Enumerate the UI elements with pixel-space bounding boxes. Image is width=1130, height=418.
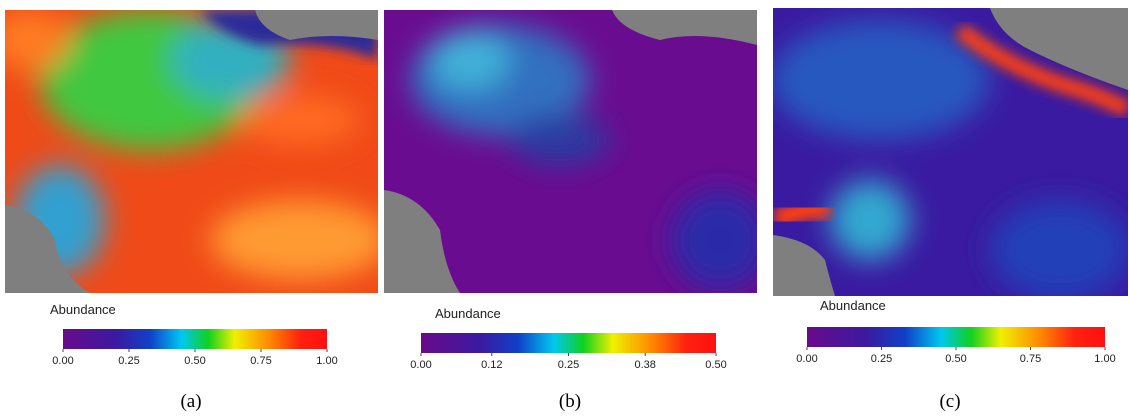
map-a bbox=[5, 10, 378, 293]
tick-label: 0.38 bbox=[634, 359, 655, 371]
tick-label: 0.25 bbox=[871, 353, 892, 365]
panel-caption: (c) bbox=[939, 391, 960, 412]
panel-caption: (b) bbox=[559, 391, 581, 412]
map-c bbox=[773, 8, 1128, 296]
tick-label: 1.00 bbox=[1094, 353, 1115, 365]
colorbar-title: Abundance bbox=[50, 302, 116, 317]
panel-caption: (a) bbox=[180, 391, 201, 412]
tick-label: 0.75 bbox=[1020, 353, 1041, 365]
tick-label: 0.25 bbox=[558, 359, 579, 371]
tick-label: 0.50 bbox=[705, 359, 726, 371]
tick-label: 0.50 bbox=[184, 355, 205, 367]
colorbar-title: Abundance bbox=[820, 298, 886, 313]
tick-label: 0.00 bbox=[410, 359, 431, 371]
tick-label: 0.12 bbox=[481, 359, 502, 371]
tick-label: 0.25 bbox=[118, 355, 139, 367]
tick-label: 0.00 bbox=[52, 355, 73, 367]
colorbar bbox=[421, 333, 716, 353]
tick-label: 0.75 bbox=[250, 355, 271, 367]
colorbar bbox=[63, 329, 327, 349]
colorbar bbox=[807, 327, 1105, 347]
tick-label: 0.00 bbox=[796, 353, 817, 365]
tick-label: 1.00 bbox=[316, 355, 337, 367]
tick-label: 0.50 bbox=[945, 353, 966, 365]
colorbar-title: Abundance bbox=[435, 306, 501, 321]
map-b bbox=[384, 10, 757, 293]
